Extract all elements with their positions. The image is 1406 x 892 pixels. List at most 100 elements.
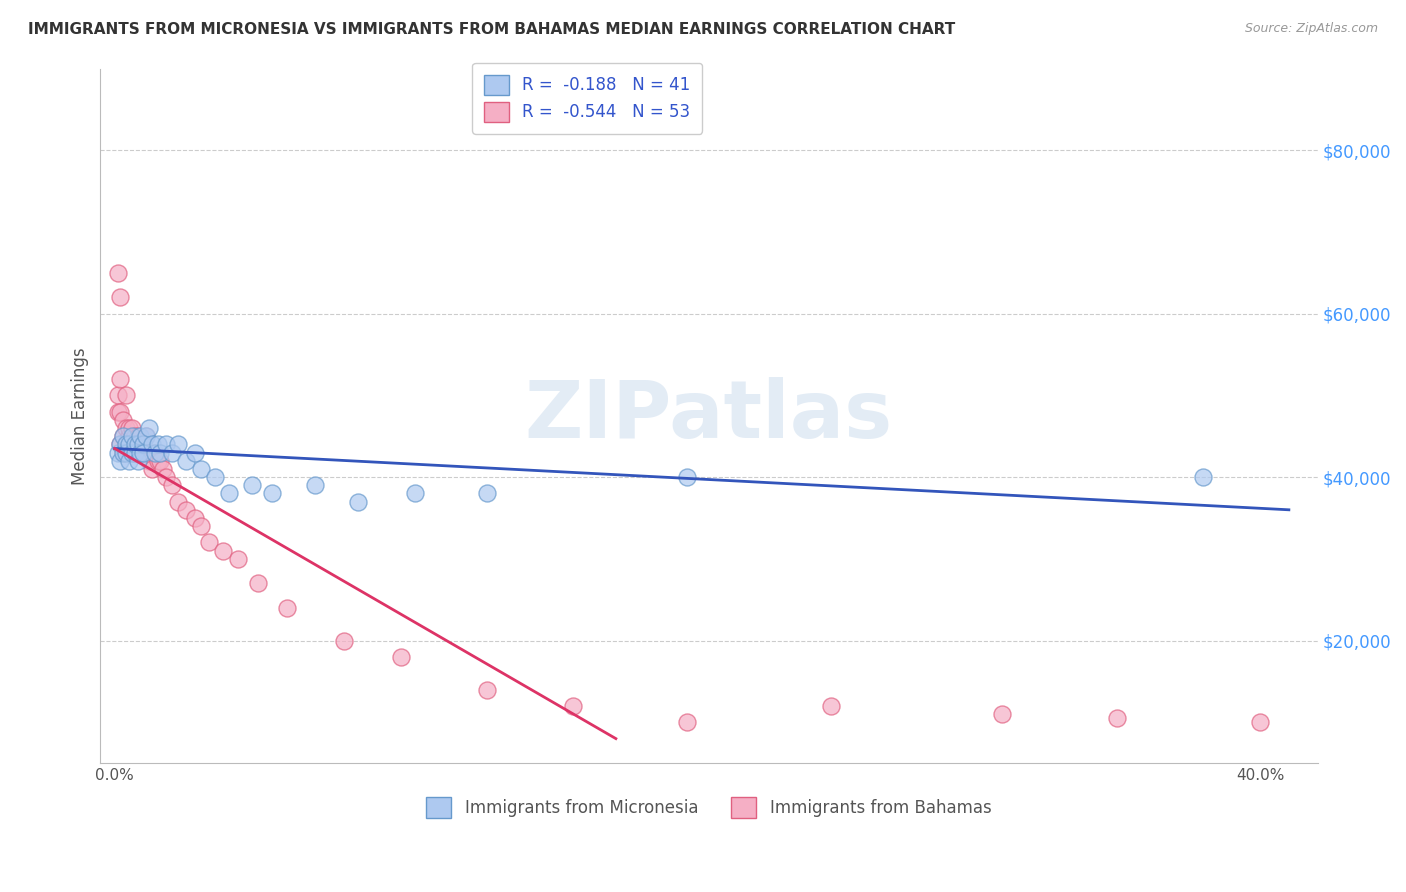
Point (115, 421, 138, 435)
Point (135, 429, 157, 443)
Point (124, 429, 146, 443)
Point (166, 494, 188, 508)
Text: ZIPatlas: ZIPatlas (524, 376, 893, 455)
Point (155, 470, 177, 484)
Point (107, 266, 129, 280)
Point (129, 445, 152, 459)
Point (112, 429, 135, 443)
Point (240, 478, 263, 492)
Point (304, 478, 326, 492)
Point (110, 454, 132, 468)
Point (107, 388, 129, 402)
Text: Source: ZipAtlas.com: Source: ZipAtlas.com (1244, 22, 1378, 36)
Point (475, 682, 498, 697)
Point (112, 429, 135, 443)
Point (1105, 711, 1128, 725)
Point (115, 445, 138, 459)
Point (124, 437, 146, 451)
Point (135, 429, 157, 443)
Point (389, 649, 412, 664)
Point (132, 445, 155, 459)
Point (107, 445, 129, 459)
Point (127, 454, 149, 468)
Point (124, 445, 146, 459)
Point (190, 519, 212, 533)
Point (110, 437, 132, 451)
Point (115, 388, 138, 402)
Point (112, 445, 135, 459)
Point (149, 454, 172, 468)
Point (166, 437, 188, 451)
Point (820, 698, 842, 713)
Point (991, 707, 1014, 722)
Point (347, 494, 370, 508)
Y-axis label: Median Earnings: Median Earnings (72, 347, 89, 484)
Point (561, 698, 583, 713)
Point (110, 405, 132, 419)
Point (198, 535, 221, 549)
Point (246, 576, 269, 591)
Point (1192, 470, 1215, 484)
Point (174, 503, 197, 517)
Text: IMMIGRANTS FROM MICRONESIA VS IMMIGRANTS FROM BAHAMAS MEDIAN EARNINGS CORRELATIO: IMMIGRANTS FROM MICRONESIA VS IMMIGRANTS… (28, 22, 955, 37)
Point (129, 437, 152, 451)
Point (138, 421, 160, 435)
Point (110, 437, 132, 451)
Point (676, 470, 699, 484)
Point (118, 437, 141, 451)
Point (129, 445, 152, 459)
Point (115, 437, 138, 451)
Point (127, 429, 149, 443)
Point (121, 429, 143, 443)
Point (141, 462, 163, 476)
Point (107, 405, 129, 419)
Point (160, 478, 183, 492)
Point (118, 429, 141, 443)
Point (146, 454, 169, 468)
Point (676, 715, 699, 730)
Point (132, 437, 155, 451)
Point (121, 445, 143, 459)
Point (110, 372, 132, 386)
Point (129, 429, 152, 443)
Point (149, 445, 172, 459)
Point (110, 290, 132, 304)
Point (155, 437, 177, 451)
Point (184, 445, 207, 459)
Point (112, 413, 135, 427)
Point (118, 445, 141, 459)
Point (262, 486, 284, 500)
Point (204, 470, 226, 484)
Point (124, 445, 146, 459)
Point (404, 486, 426, 500)
Point (146, 437, 169, 451)
Point (333, 633, 356, 648)
Point (115, 437, 138, 451)
Point (132, 445, 155, 459)
Point (127, 445, 149, 459)
Point (475, 486, 498, 500)
Point (1249, 715, 1271, 730)
Point (118, 454, 141, 468)
Point (276, 600, 298, 615)
Point (141, 437, 163, 451)
Point (143, 445, 166, 459)
Point (138, 454, 160, 468)
Point (143, 445, 166, 459)
Point (127, 437, 149, 451)
Point (132, 437, 155, 451)
Point (112, 445, 135, 459)
Legend: Immigrants from Micronesia, Immigrants from Bahamas: Immigrants from Micronesia, Immigrants f… (419, 790, 998, 824)
Point (218, 486, 240, 500)
Point (212, 543, 235, 558)
Point (160, 445, 183, 459)
Point (121, 445, 143, 459)
Point (152, 462, 174, 476)
Point (174, 454, 197, 468)
Point (190, 462, 212, 476)
Point (118, 421, 141, 435)
Point (184, 511, 207, 525)
Point (121, 437, 143, 451)
Point (121, 421, 143, 435)
Point (135, 445, 157, 459)
